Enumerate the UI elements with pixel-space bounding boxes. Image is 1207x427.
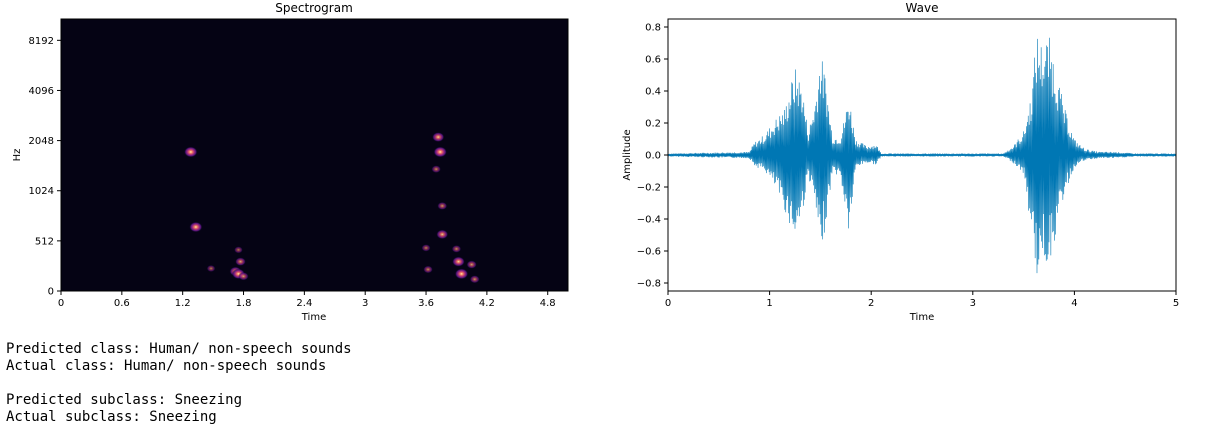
wave-y-tick-label: −0.8	[637, 279, 661, 290]
predicted-class-text: Predicted class: Human/ non-speech sound…	[6, 341, 352, 357]
spectrogram-title: Spectrogram	[275, 1, 353, 15]
spectrogram-x-tick-label: 1.2	[175, 298, 191, 309]
wave-y-ticks: −0.8 −0.6 −0.4 −0.2 0.0 0.2 0.4 0.6 0.8	[637, 23, 668, 290]
spectrogram-y-tick-label: 0	[48, 287, 54, 298]
spectrogram-frame	[60, 18, 569, 292]
wave-x-tick-label: 3	[970, 298, 976, 309]
spectrogram-hotspot	[437, 201, 448, 210]
spectrogram-hotspot	[238, 272, 249, 281]
wave-x-tick-label: 1	[766, 298, 772, 309]
spectrogram-hotspot	[433, 146, 448, 158]
spectrogram-hotspot	[466, 260, 477, 269]
wave-x-tick-label: 2	[868, 298, 874, 309]
figure: Spectrogram 0 0.6 1.2 1.8 2.4 3 3.6 4.2 4.8 0512…	[12, 1, 1179, 323]
wave-x-tick-label: 4	[1071, 298, 1077, 309]
spectrogram-y-tick-label: 4096	[29, 86, 54, 97]
spectrogram-hotspot	[452, 256, 465, 267]
wave-y-tick-label: −0.2	[637, 183, 661, 194]
spectrogram-x-tick-label: 0	[58, 298, 64, 309]
spectrogram-hotspot	[423, 265, 433, 274]
wave-y-tick-label: 0.8	[645, 23, 661, 34]
wave-y-tick-label: 0.6	[645, 55, 661, 66]
spectrogram-marks	[183, 132, 480, 284]
wave-chart: Wave 0 1 2 3 4 5 −0.8 −0.6 −0.4 −0.2 0.0 0.2 0.4 0.6…	[622, 1, 1179, 323]
spectrogram-hotspot	[235, 257, 246, 266]
predicted-subclass-text: Predicted subclass: Sneezing	[6, 392, 243, 408]
spectrogram-hotspot	[189, 221, 203, 233]
spectrogram-hotspot	[436, 229, 449, 240]
spectrogram-xlabel: Time	[301, 312, 326, 323]
wave-x-tick-label: 0	[665, 298, 671, 309]
spectrogram-x-tick-label: 1.8	[236, 298, 252, 309]
spectrogram-x-tick-label: 3	[362, 298, 368, 309]
wave-title: Wave	[906, 1, 939, 15]
spectrogram-ylabel: Hz	[12, 149, 23, 162]
wave-x-tick-label: 5	[1173, 298, 1179, 309]
spectrogram-x-tick-label: 0.6	[114, 298, 130, 309]
spectrogram-hotspot	[421, 244, 431, 252]
actual-class-text: Actual class: Human/ non-speech sounds	[6, 358, 327, 374]
wave-y-tick-label: 0.2	[645, 119, 661, 130]
wave-y-tick-label: 0.0	[645, 151, 661, 162]
spectrogram-chart: Spectrogram 0 0.6 1.2 1.8 2.4 3 3.6 4.2 4.8 0 512…	[12, 1, 569, 323]
spectrogram-hotspot	[454, 268, 469, 280]
spectrogram-plot-area	[61, 19, 568, 291]
actual-subclass-text: Actual subclass: Sneezing	[6, 409, 217, 425]
spectrogram-x-tick-label: 4.2	[479, 298, 495, 309]
wave-y-tick-label: −0.6	[637, 247, 661, 258]
spectrogram-x-tick-label: 3.6	[418, 298, 434, 309]
wave-y-tick-label: −0.4	[637, 215, 661, 226]
spectrogram-y-tick-label: 2048	[29, 136, 54, 147]
wave-xlabel: Time	[909, 312, 934, 323]
spectrogram-hotspot	[451, 245, 462, 253]
wave-y-tick-label: 0.4	[645, 87, 661, 98]
spectrogram-hotspot	[469, 275, 480, 284]
spectrogram-x-tick-label: 2.4	[296, 298, 312, 309]
wave-x-ticks: 0 1 2 3 4 5	[665, 291, 1179, 309]
wave-ylabel: Amplitude	[622, 129, 633, 180]
waveform-series	[668, 37, 1176, 274]
spectrogram-y-tick-label: 1024	[29, 186, 54, 197]
spectrogram-hotspot	[183, 146, 198, 158]
spectrogram-hotspot	[431, 165, 441, 173]
spectrogram-y-tick-label: 512	[35, 236, 54, 247]
spectrogram-y-ticks: 0 512 1024 2048 4096 8192	[29, 36, 61, 298]
spectrogram-x-ticks: 0 0.6 1.2 1.8 2.4 3 3.6 4.2 4.8	[58, 291, 556, 309]
spectrogram-hotspot	[234, 246, 243, 254]
spectrogram-hotspot	[206, 264, 216, 272]
spectrogram-hotspot	[432, 132, 445, 143]
spectrogram-y-tick-label: 8192	[29, 36, 54, 47]
spectrogram-x-tick-label: 4.8	[540, 298, 556, 309]
